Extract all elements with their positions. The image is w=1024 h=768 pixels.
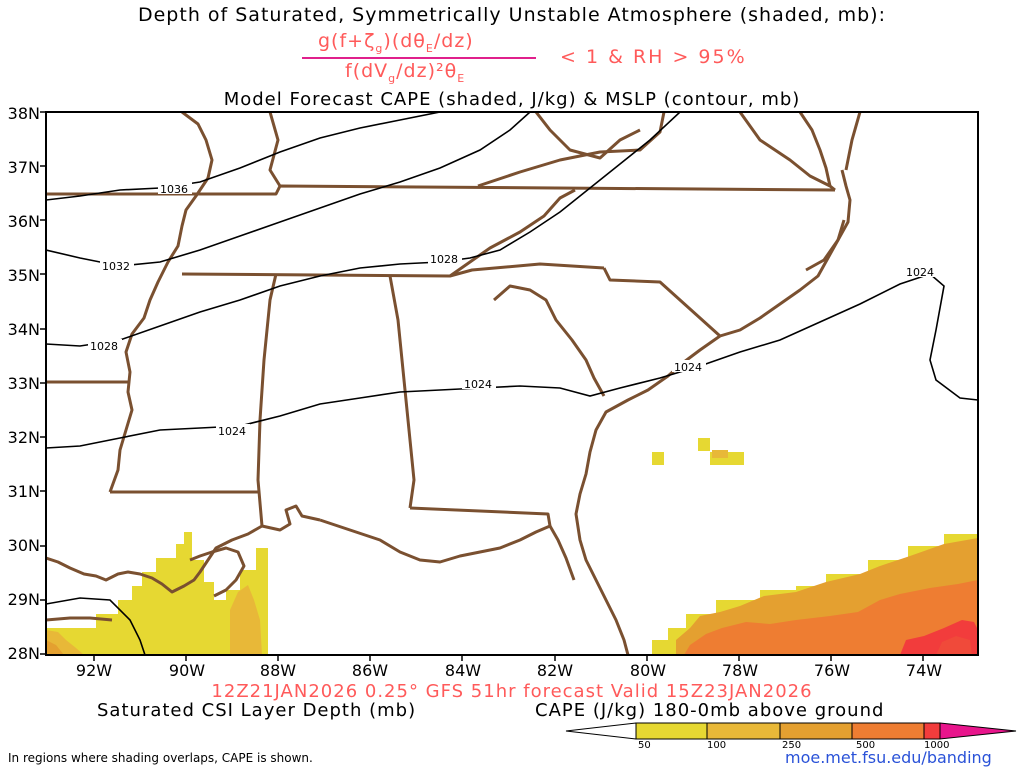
- isobar-label: 1028: [430, 253, 458, 266]
- lon-label: 76W: [813, 661, 851, 680]
- lon-label: 82W: [536, 661, 574, 680]
- cape-blob: [698, 438, 710, 451]
- lat-label: 35N: [7, 266, 40, 285]
- axis-ticks: [40, 111, 924, 661]
- formula-divider: [302, 57, 536, 59]
- cape-shading-gulf-west: [46, 532, 268, 655]
- lat-label: 38N: [7, 104, 40, 123]
- colorbar-tick: 500: [856, 740, 875, 751]
- cape-blob: [712, 450, 728, 458]
- isobar-label: 1024: [218, 425, 246, 438]
- colorbar-tick: 50: [638, 740, 651, 751]
- lon-label: 92W: [75, 661, 113, 680]
- valid-time-line: 12Z21JAN2026 0.25° GFS 51hr forecast Val…: [211, 681, 813, 702]
- colorbar-tick: 1000: [924, 740, 949, 751]
- lat-label: 36N: [7, 212, 40, 231]
- lon-label: 88W: [259, 661, 297, 680]
- lat-label: 33N: [7, 374, 40, 393]
- formula-denominator: f(dVg/dz)²θE: [345, 60, 466, 85]
- isobar-label: 1024: [906, 266, 934, 279]
- source-url[interactable]: moe.met.fsu.edu/banding: [785, 748, 992, 767]
- formula-numerator: g(f+ζg)(dθE/dz): [318, 30, 474, 55]
- lat-label: 29N: [7, 590, 40, 609]
- isobar-label: 1024: [464, 378, 492, 391]
- geographic-boundaries: [46, 112, 862, 655]
- lat-label: 31N: [7, 482, 40, 501]
- cape-colorbar: [565, 722, 1017, 740]
- formula-condition: < 1 & RH > 95%: [560, 46, 747, 68]
- cape-blob: [652, 452, 664, 465]
- isobar-label: 1024: [674, 361, 702, 374]
- lon-label: 80W: [629, 661, 667, 680]
- overlap-note: In regions where shading overlaps, CAPE …: [8, 751, 313, 765]
- map-subtitle: Model Forecast CAPE (shaded, J/kg) & MSL…: [223, 89, 801, 110]
- isobar-label: 1036: [160, 183, 188, 196]
- lat-label: 37N: [7, 158, 40, 177]
- colorbar-tick: 100: [707, 740, 726, 751]
- cape-shading-atlantic: [652, 534, 978, 655]
- lon-label: 74W: [905, 661, 943, 680]
- cape-label: CAPE (J/kg) 180-0mb above ground: [535, 700, 885, 721]
- csi-label: Saturated CSI Layer Depth (mb): [97, 700, 417, 721]
- lat-label: 34N: [7, 320, 40, 339]
- lon-label: 84W: [444, 661, 482, 680]
- isobar-label: 1032: [102, 260, 130, 273]
- colorbar-tick: 250: [782, 740, 801, 751]
- lat-label: 28N: [7, 644, 40, 663]
- lat-label: 30N: [7, 536, 40, 555]
- lat-label: 32N: [7, 428, 40, 447]
- lon-label: 78W: [721, 661, 759, 680]
- lon-label: 86W: [351, 661, 389, 680]
- map-title: Depth of Saturated, Symmetrically Unstab…: [137, 4, 886, 26]
- isobar-label: 1028: [90, 340, 118, 353]
- lon-label: 90W: [168, 661, 206, 680]
